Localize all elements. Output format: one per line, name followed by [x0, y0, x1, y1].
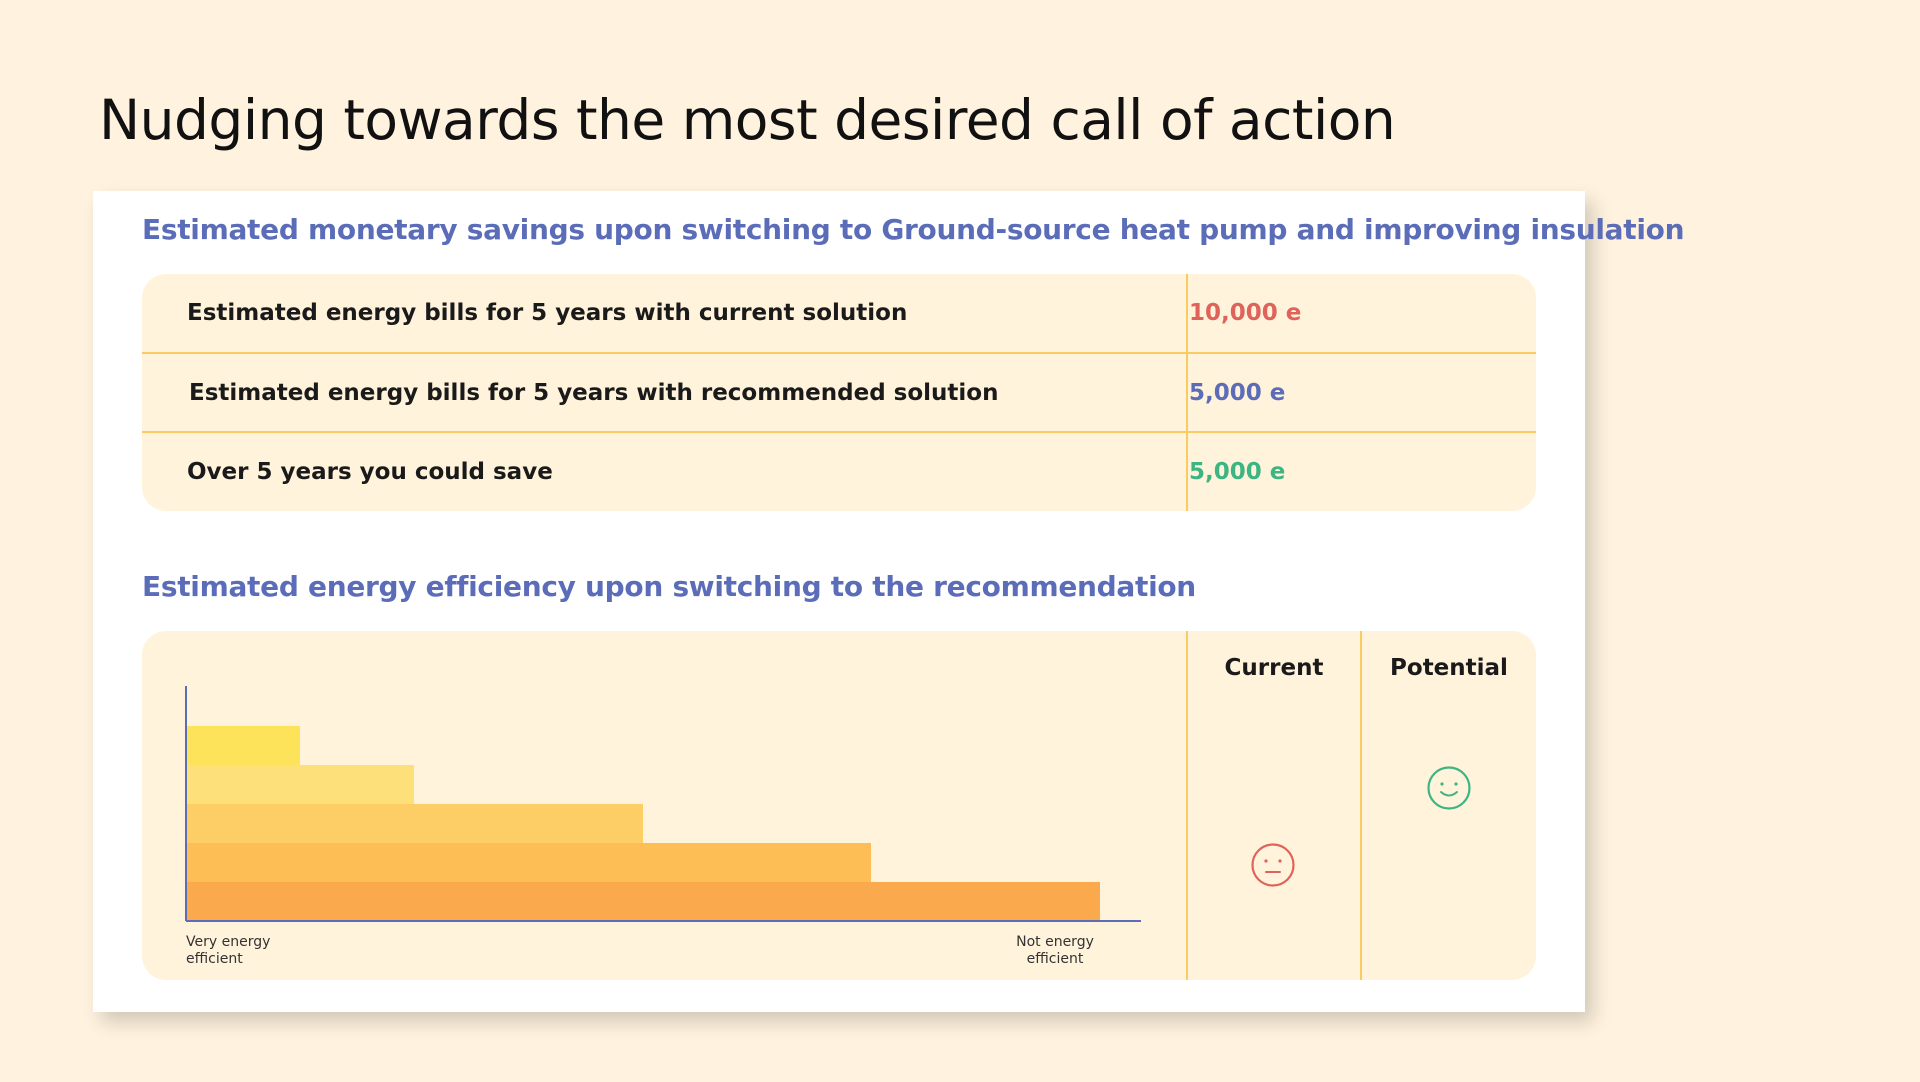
savings-table: Estimated energy bills for 5 years with … — [142, 274, 1536, 511]
axis-left-label: Very energy efficient — [186, 934, 270, 968]
savings-section-title: Estimated monetary savings upon switchin… — [142, 213, 1685, 246]
potential-column-divider — [1360, 631, 1362, 980]
efficiency-band-3 — [186, 804, 643, 843]
savings-row-value: 5,000 e — [1189, 380, 1286, 406]
savings-row-label: Estimated energy bills for 5 years with … — [189, 380, 999, 406]
axis-right-label: Not energy efficient — [1000, 934, 1110, 968]
column-header-current: Current — [1224, 655, 1324, 681]
savings-row-value: 5,000 e — [1189, 459, 1286, 485]
info-card: Estimated monetary savings upon switchin… — [93, 191, 1685, 1012]
savings-row-label: Estimated energy bills for 5 years with … — [187, 300, 908, 326]
efficiency-panel: Very energy efficient Not energy efficient… — [142, 631, 1536, 980]
axis-right-label-text: Not energy efficient — [1016, 934, 1094, 967]
efficiency-rating-chart — [185, 686, 1141, 922]
page-title: Nudging towards the most desired call of… — [99, 88, 1396, 152]
savings-row-current: Estimated energy bills for 5 years with … — [142, 274, 1536, 353]
efficiency-band-4 — [186, 843, 871, 882]
smiling-face-icon — [1427, 766, 1471, 810]
neutral-face-icon — [1251, 843, 1295, 887]
savings-row-saving: Over 5 years you could save 5,000 e — [142, 431, 1536, 511]
savings-row-label: Over 5 years you could save — [187, 459, 553, 485]
column-header-potential: Potential — [1390, 655, 1508, 681]
efficiency-band-2 — [186, 765, 414, 804]
efficiency-band-5 — [186, 882, 1100, 921]
savings-row-recommended: Estimated energy bills for 5 years with … — [142, 352, 1536, 433]
axis-left-label-text: Very energy efficient — [186, 934, 271, 967]
efficiency-band-1 — [186, 726, 300, 765]
savings-column-divider — [1186, 274, 1188, 511]
savings-row-value: 10,000 e — [1189, 300, 1302, 326]
current-column-divider — [1186, 631, 1188, 980]
efficiency-section-title: Estimated energy efficiency upon switchi… — [142, 570, 1196, 603]
